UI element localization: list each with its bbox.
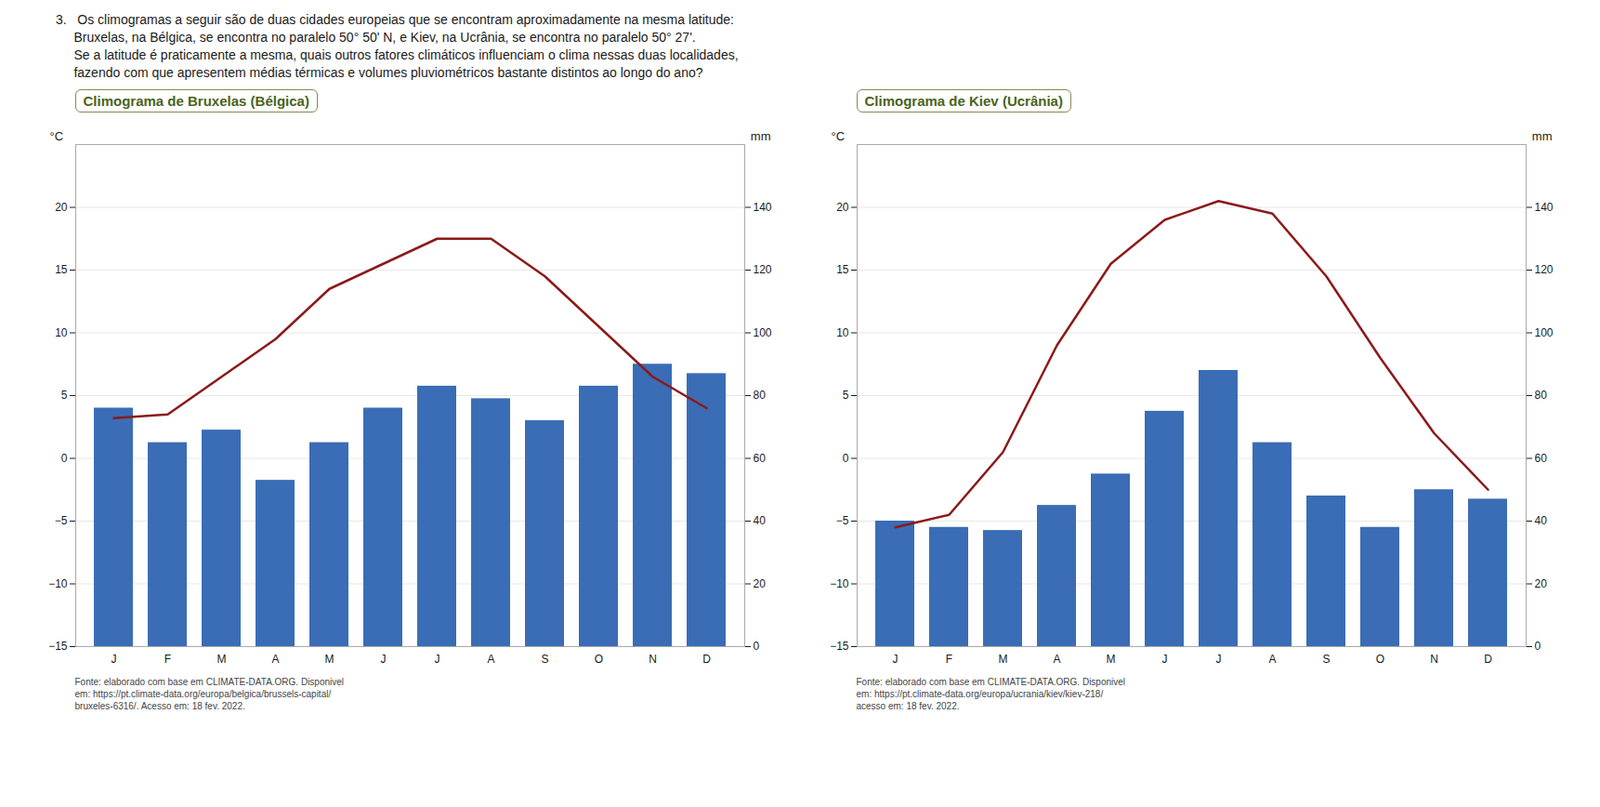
svg-text:0: 0 xyxy=(841,450,849,464)
svg-text:5: 5 xyxy=(60,388,67,402)
svg-text:D: D xyxy=(702,652,711,666)
svg-text:M: M xyxy=(324,652,334,666)
svg-text:−10: −10 xyxy=(829,576,850,590)
svg-text:F: F xyxy=(944,652,952,666)
svg-text:100: 100 xyxy=(752,325,772,339)
html-text:Climograma de Kiev (Ucrânia): Climograma de Kiev (Ucrânia) xyxy=(864,92,1063,109)
svg-text:140: 140 xyxy=(1534,199,1553,213)
svg-text:20: 20 xyxy=(54,199,68,213)
svg-text:J: J xyxy=(433,652,440,666)
svg-text:5: 5 xyxy=(841,388,849,402)
svg-text:M: M xyxy=(216,652,226,666)
svg-text:A: A xyxy=(271,652,279,666)
svg-text:J: J xyxy=(891,652,898,666)
html-text:Climograma de Bruxelas (Bélgic: Climograma de Bruxelas (Bélgica) xyxy=(83,92,310,109)
svg-text:100: 100 xyxy=(1534,325,1553,339)
svg-text:F: F xyxy=(163,652,171,666)
svg-text:O: O xyxy=(593,652,603,666)
svg-text:120: 120 xyxy=(1534,262,1553,276)
svg-text:°C: °C xyxy=(830,128,845,143)
svg-text:60: 60 xyxy=(1534,450,1548,464)
svg-text:M: M xyxy=(997,652,1008,666)
svg-text:20: 20 xyxy=(752,576,766,590)
svg-text:0: 0 xyxy=(60,450,67,464)
svg-text:J: J xyxy=(380,652,386,666)
svg-text:20: 20 xyxy=(836,199,850,213)
svg-text:15: 15 xyxy=(54,262,68,276)
html-text:3. Os climogramas a seguir são: 3. Os climogramas a seguir são de duas c… xyxy=(55,12,739,80)
svg-text:10: 10 xyxy=(836,325,850,339)
svg-text:20: 20 xyxy=(1534,576,1548,590)
svg-text:−15: −15 xyxy=(48,639,68,653)
svg-text:0: 0 xyxy=(752,639,760,653)
html-text:Fonte: elaborado com base em C: Fonte: elaborado com base em CLIMATE-DAT… xyxy=(856,676,1126,711)
svg-text:mm: mm xyxy=(749,128,771,143)
svg-text:S: S xyxy=(540,652,549,666)
svg-text:60: 60 xyxy=(752,450,766,464)
svg-text:O: O xyxy=(1375,652,1384,666)
svg-text:40: 40 xyxy=(752,513,766,527)
svg-text:80: 80 xyxy=(752,388,766,402)
svg-text:0: 0 xyxy=(1534,639,1541,653)
svg-text:10: 10 xyxy=(54,325,68,339)
svg-text:S: S xyxy=(1322,652,1330,666)
svg-text:A: A xyxy=(1268,652,1276,666)
svg-text:40: 40 xyxy=(1534,513,1548,527)
svg-text:−15: −15 xyxy=(829,639,850,653)
svg-text:J: J xyxy=(110,652,117,666)
svg-text:A: A xyxy=(1052,652,1061,666)
svg-text:M: M xyxy=(1105,652,1115,666)
svg-text:mm: mm xyxy=(1531,128,1552,143)
svg-text:J: J xyxy=(1215,652,1221,666)
svg-text:°C: °C xyxy=(49,128,64,143)
svg-text:120: 120 xyxy=(752,262,772,276)
svg-text:N: N xyxy=(648,652,657,666)
svg-text:−5: −5 xyxy=(53,513,67,527)
svg-text:D: D xyxy=(1483,652,1493,666)
svg-text:J: J xyxy=(1161,652,1168,666)
svg-text:15: 15 xyxy=(836,262,850,276)
svg-text:80: 80 xyxy=(1534,388,1548,402)
svg-text:−10: −10 xyxy=(48,576,68,590)
svg-text:140: 140 xyxy=(752,199,772,213)
svg-text:N: N xyxy=(1429,652,1439,666)
svg-text:A: A xyxy=(486,652,495,666)
svg-text:−5: −5 xyxy=(835,513,849,527)
html-text:Fonte: elaborado com base em C: Fonte: elaborado com base em CLIMATE-DAT… xyxy=(74,676,344,711)
